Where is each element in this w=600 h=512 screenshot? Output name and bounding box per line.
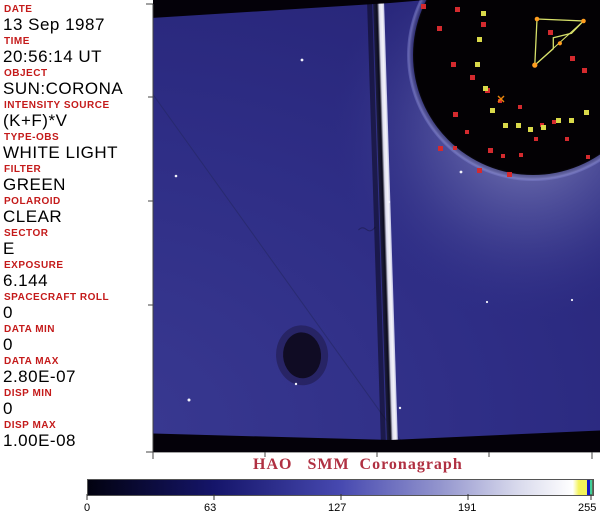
svg-text:63: 63 <box>204 502 216 512</box>
svg-text:191: 191 <box>458 502 476 512</box>
svg-text:127: 127 <box>328 502 346 512</box>
svg-text:255: 255 <box>578 502 596 512</box>
svg-text:0: 0 <box>84 502 90 512</box>
